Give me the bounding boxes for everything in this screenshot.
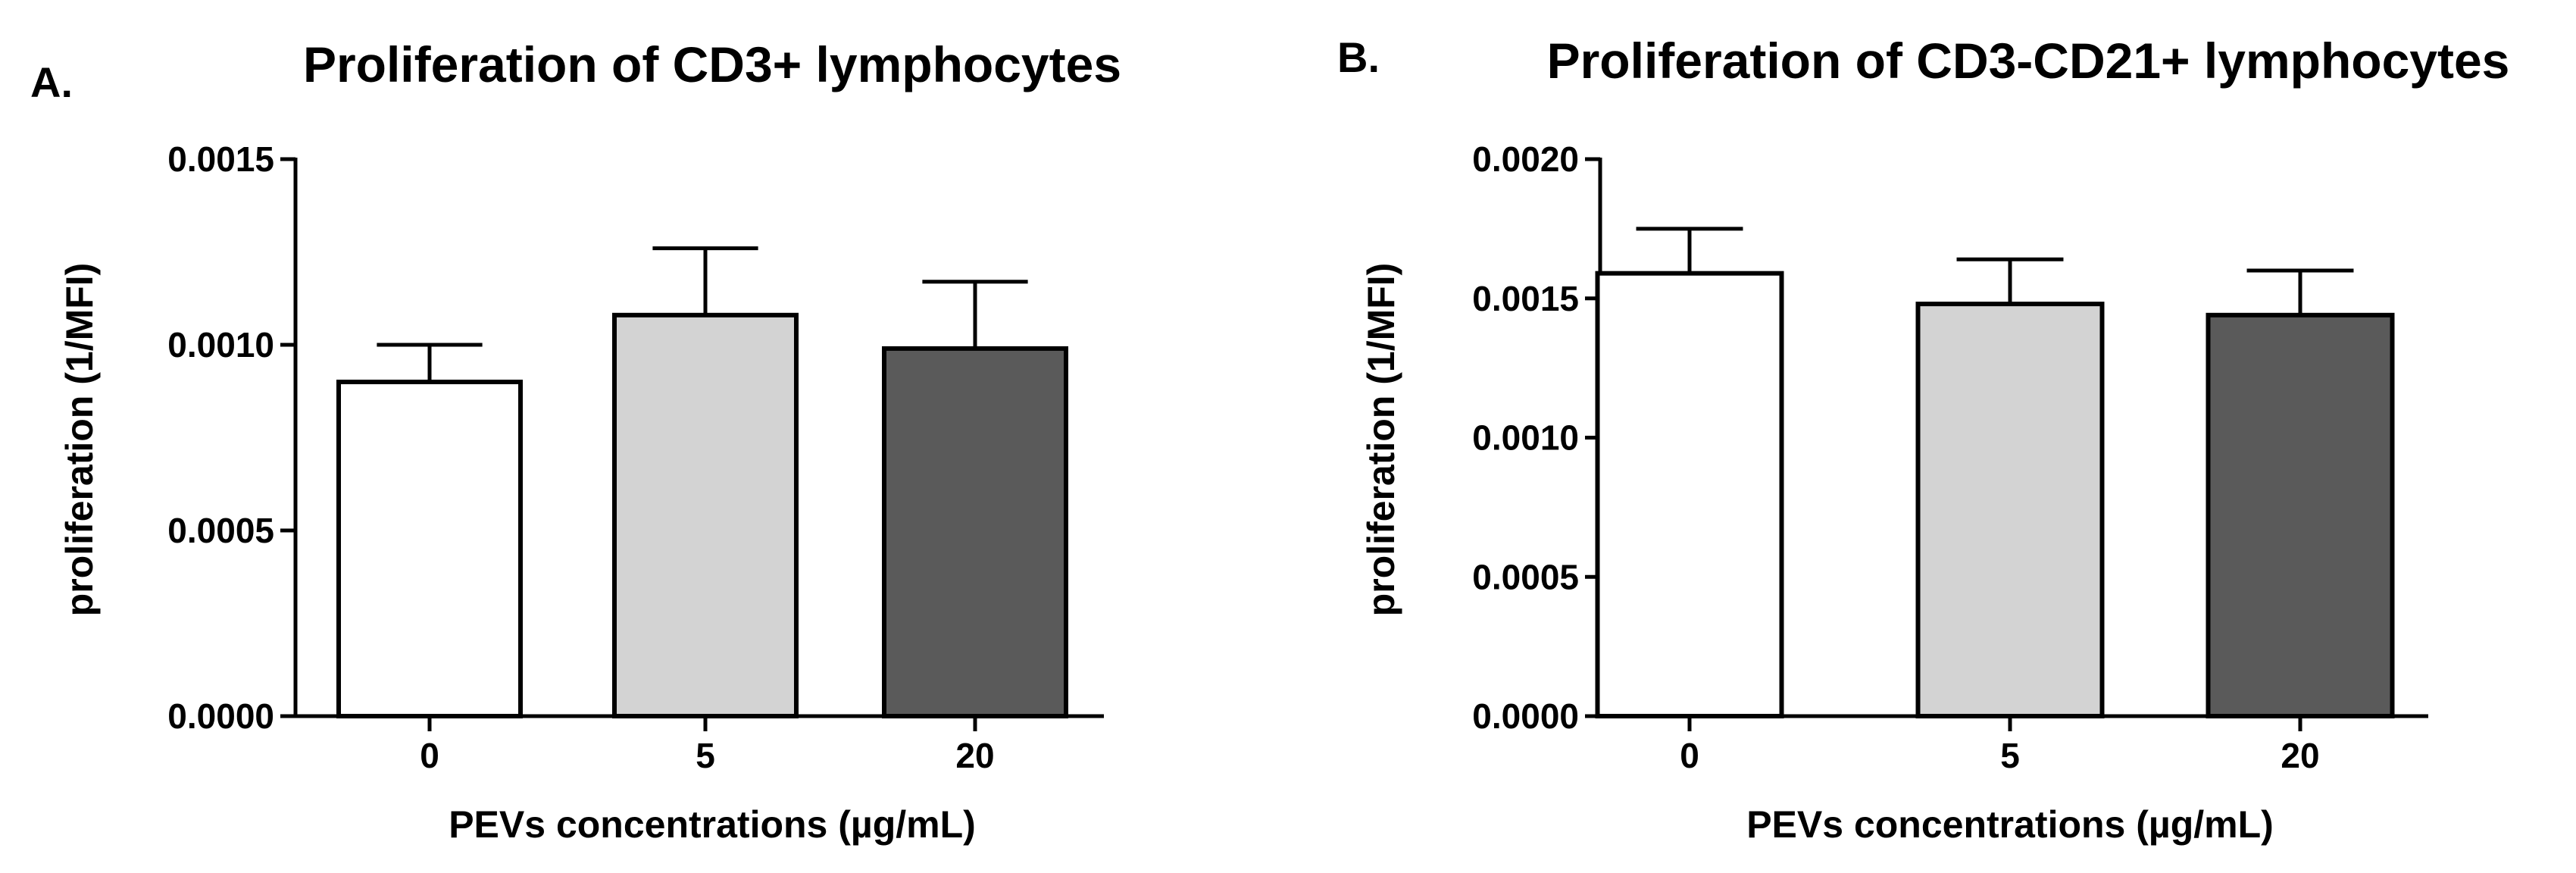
panel-b-x-axis-label: PEVs concentrations (µg/mL) xyxy=(1746,803,2274,846)
panel-a-y-tick-label: 0.0005 xyxy=(167,511,274,550)
panel-b-bar-20 xyxy=(2206,312,2395,718)
panel-a-bar-0 xyxy=(336,380,523,718)
chart-panel-a: A. Proliferation of CD3+ lymphocytes pro… xyxy=(30,36,1121,846)
panel-a-x-tick-label: 20 xyxy=(955,736,994,775)
panel-b-y-tick-label: 0.0010 xyxy=(1472,418,1579,458)
panel-b-y-tick-label: 0.0005 xyxy=(1472,557,1579,596)
panel-b-title: Proliferation of CD3-CD21+ lymphocytes xyxy=(1547,33,2510,89)
panel-b-y-tick-label: 0.0020 xyxy=(1472,139,1579,179)
panel-a-x-axis-label: PEVs concentrations (µg/mL) xyxy=(449,803,976,846)
panel-b-y-axis-label: proliferation (1/MFI) xyxy=(1360,263,1402,617)
panel-a-axes: 0.0000 0.0005 0.0010 0.0015 0 5 20 xyxy=(167,139,1104,775)
panel-a-letter: A. xyxy=(30,58,73,106)
panel-b-x-tick-label: 5 xyxy=(2000,736,2020,775)
panel-a-bar-20 xyxy=(882,346,1068,718)
panel-b-y-tick-label: 0.0000 xyxy=(1472,696,1579,736)
panel-a-x-tick-label: 0 xyxy=(420,736,439,775)
panel-a-x-tick-label: 5 xyxy=(696,736,715,775)
panel-b-bar-0 xyxy=(1595,271,1784,718)
panel-a-y-tick-label: 0.0000 xyxy=(167,696,274,736)
panel-a-y-tick-label: 0.0010 xyxy=(167,325,274,365)
panel-b-bars xyxy=(1595,227,2395,719)
panel-b-x-tick-label: 0 xyxy=(1680,736,1699,775)
panel-a-bar-5 xyxy=(612,312,799,718)
panel-b-y-tick-label: 0.0015 xyxy=(1472,279,1579,318)
panel-a-bars xyxy=(336,246,1068,718)
panel-a-y-axis-label: proliferation (1/MFI) xyxy=(58,263,101,617)
panel-b-x-tick-label: 20 xyxy=(2281,736,2319,775)
panel-a-y-tick-label: 0.0015 xyxy=(167,139,274,179)
panel-b-letter: B. xyxy=(1337,33,1380,81)
panel-b-bar-5 xyxy=(1915,302,2105,719)
chart-panel-b: B. Proliferation of CD3-CD21+ lymphocyte… xyxy=(1337,33,2509,846)
panel-a-title: Proliferation of CD3+ lymphocytes xyxy=(303,36,1121,92)
